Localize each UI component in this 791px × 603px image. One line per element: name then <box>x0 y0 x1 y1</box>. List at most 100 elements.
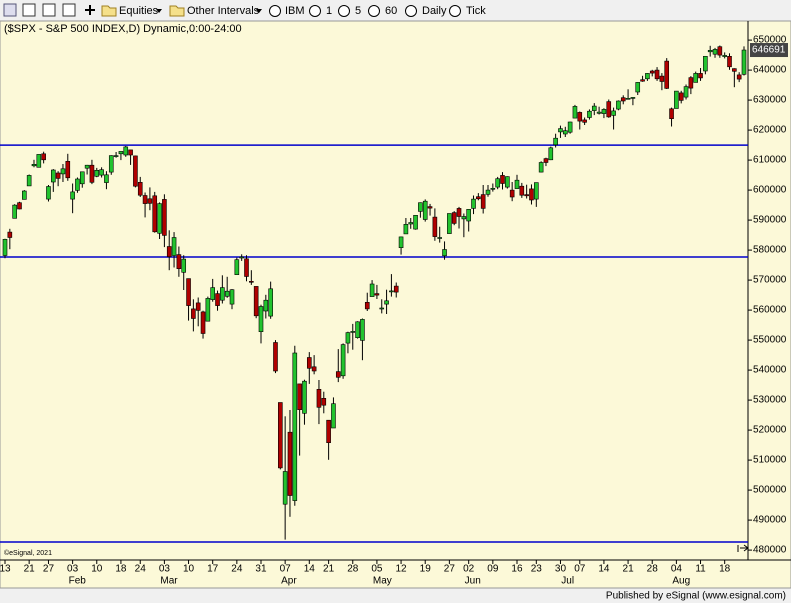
candle-body <box>606 101 612 118</box>
candle-body <box>548 147 554 161</box>
x-tick-label: 17 <box>207 564 219 575</box>
y-tick-label: 490000 <box>753 515 787 526</box>
candle-body <box>345 332 351 344</box>
candle-body <box>476 196 481 200</box>
candle-body <box>12 204 17 219</box>
toolbar-item[interactable]: Equities <box>119 5 159 17</box>
tool-icon[interactable] <box>22 3 36 17</box>
candle-body <box>736 74 742 80</box>
candle-body <box>311 366 317 372</box>
toolbar-item[interactable]: 5 <box>355 5 361 17</box>
tool-icon[interactable] <box>42 3 56 17</box>
footer: Published by eSignal (www.esignal.com) <box>606 591 786 602</box>
candle-body <box>302 380 307 414</box>
y-tick-label: 540000 <box>753 365 787 376</box>
candle-body <box>485 189 491 195</box>
dropdown-arrow[interactable] <box>256 9 262 13</box>
toolbar-item[interactable]: Daily <box>422 5 447 17</box>
candle-body <box>558 128 563 133</box>
candle-body <box>374 293 380 296</box>
candle-body <box>577 112 583 122</box>
toolbar: Equities Other Intervals IBM 1 5 60 Dail… <box>3 3 486 17</box>
candle-body <box>418 202 423 212</box>
candle-body <box>181 258 187 273</box>
toolbar-item[interactable]: 1 <box>326 5 332 17</box>
scroll-icon[interactable] <box>737 544 749 552</box>
candle-body <box>640 79 645 82</box>
dropdown-arrow[interactable] <box>156 9 162 13</box>
tool-icon[interactable] <box>62 3 76 17</box>
candle-body <box>355 321 360 338</box>
candle-body <box>490 188 496 190</box>
candle-body <box>244 258 249 277</box>
candle-body <box>413 215 418 230</box>
item-icon <box>269 5 281 17</box>
candle-body <box>427 206 433 209</box>
candle-body <box>79 171 85 185</box>
candle-body <box>505 176 510 188</box>
x-tick-label: 07 <box>280 564 292 575</box>
candle-body <box>258 306 264 333</box>
x-tick-label: 27 <box>444 564 456 575</box>
candle-body <box>688 77 694 89</box>
tool-icon[interactable] <box>3 3 17 17</box>
add-icon[interactable] <box>85 5 95 15</box>
folder-icon <box>169 5 185 17</box>
candle-body <box>543 158 549 163</box>
candle-body <box>162 199 167 236</box>
y-tick-label: 610000 <box>753 155 787 166</box>
x-tick-label: 14 <box>304 564 316 575</box>
month-label: Apr <box>281 576 297 587</box>
candle-body <box>128 149 133 156</box>
candle-body <box>220 287 225 301</box>
month-label: Mar <box>160 576 178 587</box>
x-tick-label: 10 <box>91 564 103 575</box>
month-label: May <box>373 576 392 587</box>
candle-body <box>321 397 327 406</box>
x-tick-label: 21 <box>623 564 635 575</box>
candle-body <box>31 164 37 167</box>
y-tick-label: 600000 <box>753 185 787 196</box>
candle-body <box>99 169 104 176</box>
toolbar-item[interactable]: Tick <box>466 5 486 17</box>
x-tick-label: 16 <box>511 564 523 575</box>
candle-body <box>335 371 341 378</box>
candle-body <box>287 431 293 496</box>
y-tick-label: 630000 <box>753 95 787 106</box>
candle-body <box>253 286 259 317</box>
candle-body <box>350 331 356 333</box>
month-label: Feb <box>69 576 87 587</box>
candle-body <box>659 75 665 82</box>
candle-body <box>466 209 471 222</box>
candle-body <box>306 357 312 369</box>
y-tick-label: 550000 <box>753 335 787 346</box>
folder-icon <box>101 5 117 17</box>
toolbar-item[interactable]: IBM <box>285 5 305 17</box>
x-tick-label: 24 <box>231 564 243 575</box>
month-label: Aug <box>672 576 690 587</box>
y-tick-label: 570000 <box>753 275 787 286</box>
candle-body <box>611 110 616 116</box>
candle-body <box>432 216 438 237</box>
candle-body <box>393 285 399 293</box>
x-tick-label: 07 <box>574 564 586 575</box>
candle-body <box>316 388 322 408</box>
month-label: Jul <box>561 576 574 587</box>
x-tick-label: 19 <box>420 564 432 575</box>
candle-body <box>741 49 747 75</box>
toolbar-item[interactable]: 60 <box>385 5 397 17</box>
y-tick-label: 510000 <box>753 455 787 466</box>
item-icon <box>405 5 417 17</box>
candle-body <box>442 249 447 257</box>
candle-body <box>65 161 71 179</box>
candle-body <box>500 175 505 184</box>
candle-body <box>529 188 534 201</box>
candle-body <box>89 164 95 183</box>
candle-body <box>519 185 525 196</box>
x-tick-label: 27 <box>43 564 55 575</box>
y-tick-label: 580000 <box>753 245 787 256</box>
candle-body <box>46 186 51 200</box>
candle-body <box>717 46 723 56</box>
toolbar-item[interactable]: Other Intervals <box>187 5 260 17</box>
y-tick-label: 640000 <box>753 65 787 76</box>
